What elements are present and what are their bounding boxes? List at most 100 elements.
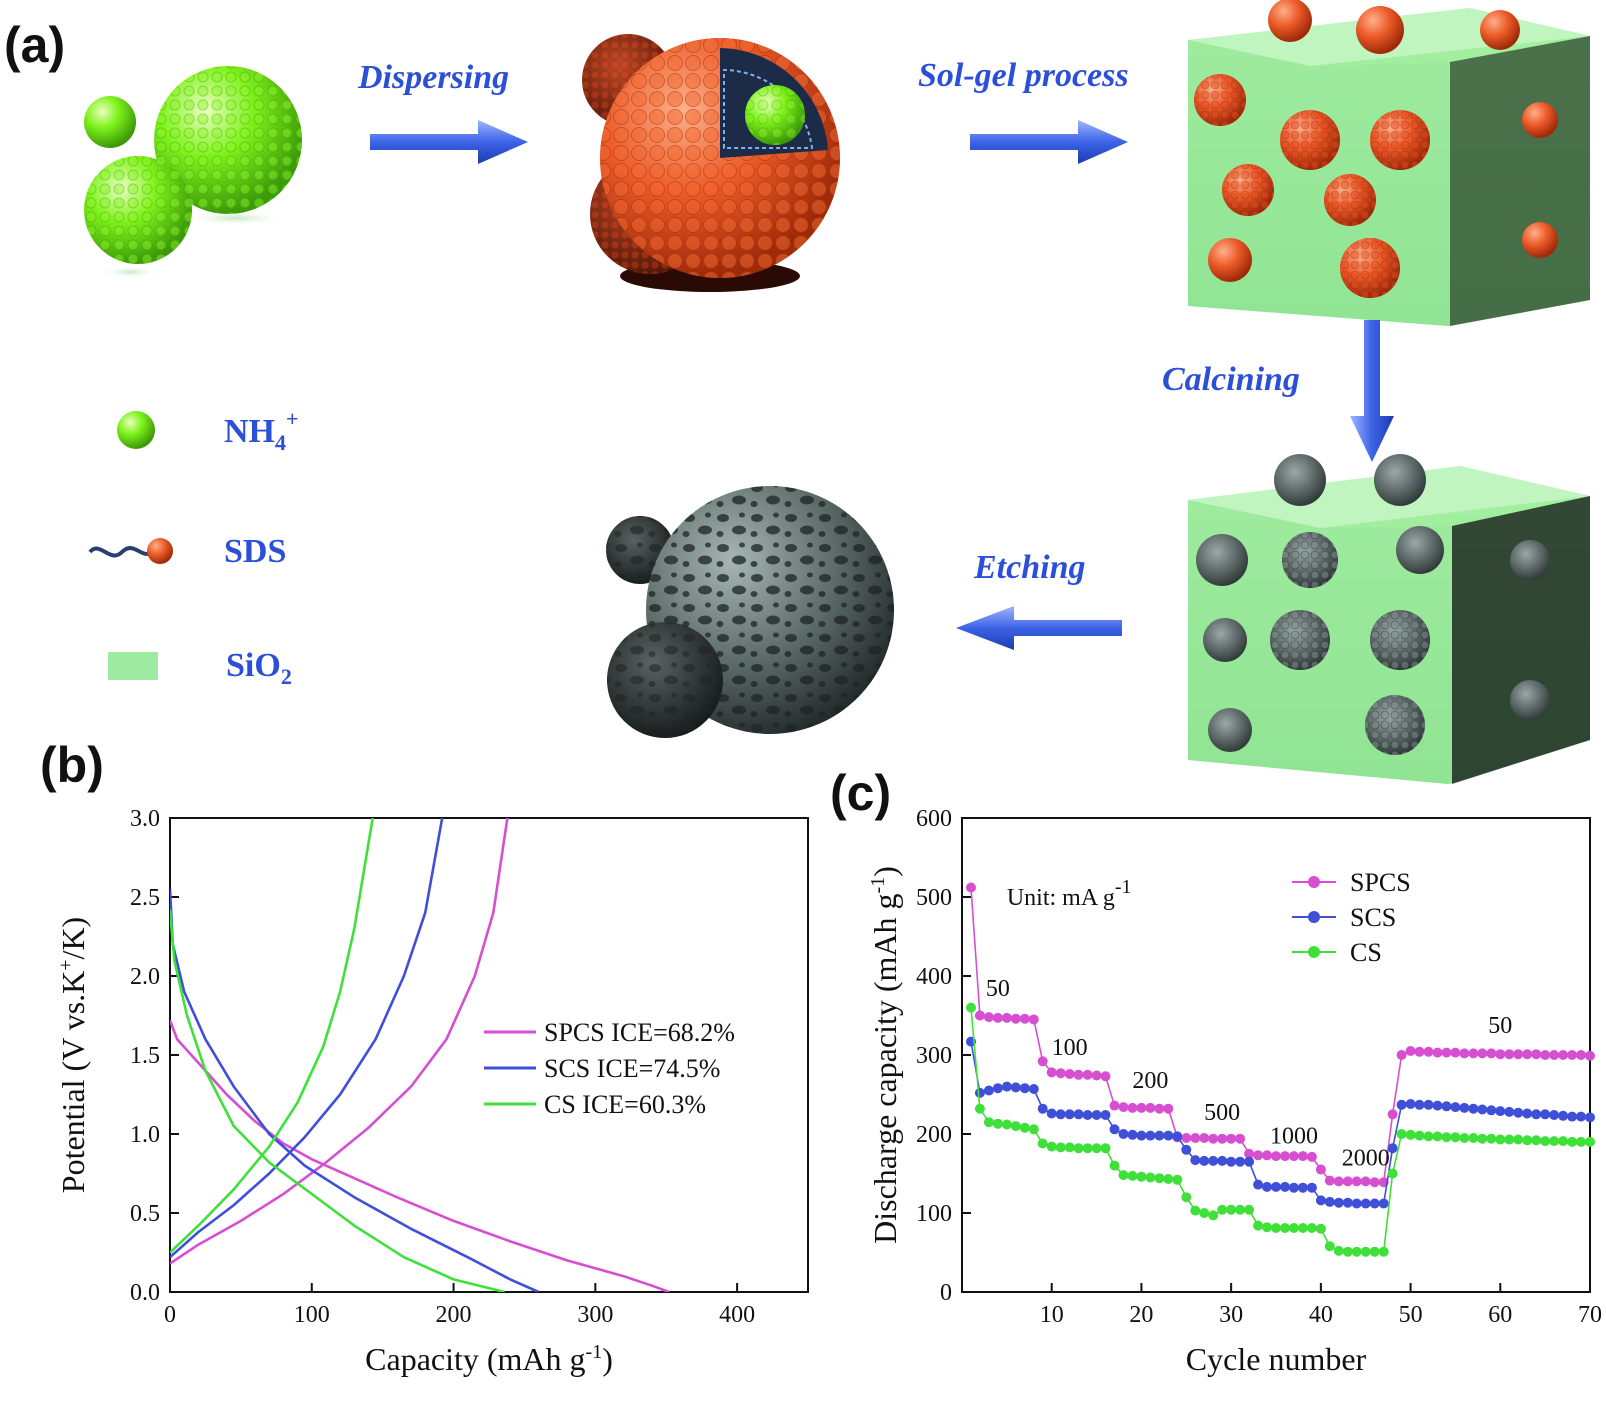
series-cs-point <box>1360 1246 1371 1257</box>
series-cs-point <box>1441 1132 1452 1143</box>
y-tick-label: 200 <box>916 1122 952 1148</box>
y-tick-label: 0 <box>940 1280 952 1306</box>
series-cs-point <box>1540 1136 1551 1147</box>
legend-marker <box>1308 911 1320 923</box>
series-scs-point <box>1468 1103 1479 1114</box>
series-spcs-point <box>1262 1150 1272 1161</box>
series-scs-point <box>1405 1099 1416 1109</box>
series-cs-point <box>1333 1245 1344 1256</box>
series-scs-point <box>1109 1124 1120 1135</box>
series-scs-point <box>974 1087 985 1098</box>
series-spcs-point <box>1540 1050 1551 1060</box>
series-cs-point <box>1127 1170 1138 1181</box>
series-cs-point <box>966 1002 976 1013</box>
series-scs-point <box>1100 1110 1111 1120</box>
series-scs-point <box>1118 1129 1129 1139</box>
series-spcs-point <box>1513 1049 1524 1060</box>
series-spcs-point <box>1055 1068 1066 1079</box>
y-tick-label: 3.0 <box>130 806 160 832</box>
series-cs-point <box>1423 1131 1434 1142</box>
series-scs-point <box>1046 1108 1057 1119</box>
series-cs-point <box>1172 1174 1183 1185</box>
y-axis-label: Potential (V vs.K+/K) <box>55 917 91 1193</box>
sol-gel-arrow <box>970 120 1128 164</box>
series-spcs-point <box>1495 1049 1506 1060</box>
series-scs-point <box>1432 1100 1443 1111</box>
porous-carbon-illustration <box>606 486 894 738</box>
x-tick-label: 40 <box>1309 1302 1333 1328</box>
series-scs-point <box>1576 1111 1586 1122</box>
series-spcs-point <box>1549 1050 1560 1060</box>
series-scs-point <box>1324 1196 1335 1207</box>
y-tick-label: 1.5 <box>130 1043 160 1069</box>
series-cs-point <box>1351 1246 1362 1257</box>
legend-nh4: NH4+ <box>224 406 299 455</box>
series-scs-point <box>1549 1110 1560 1120</box>
rate-label: 50 <box>986 976 1010 1002</box>
series-spcs-point <box>992 1012 1003 1023</box>
legend-entry: SCS <box>1350 903 1396 932</box>
series-scs-point <box>992 1083 1003 1094</box>
nh4-spheres-illustration <box>84 66 302 278</box>
series-scs-point <box>1019 1083 1030 1094</box>
series-scs-point <box>1360 1198 1371 1209</box>
series-spcs-point <box>1163 1103 1174 1114</box>
legend-entry: CS ICE=60.3% <box>544 1090 706 1119</box>
series-cs-point <box>992 1118 1003 1129</box>
series-scs-point <box>1037 1103 1048 1114</box>
series-scs-point <box>1351 1198 1362 1209</box>
y-tick-label: 400 <box>916 964 952 990</box>
series-spcs-point <box>1226 1133 1237 1144</box>
rate-label: 100 <box>1052 1035 1088 1061</box>
series-cs-point <box>1549 1136 1560 1147</box>
series-spcs-point <box>1360 1176 1371 1187</box>
series-scs-point <box>1262 1181 1272 1192</box>
legend-entry: SPCS <box>1350 868 1411 897</box>
x-tick-label: 300 <box>577 1302 613 1328</box>
scheme-legend: NH4+ SDS SiO2 <box>88 406 299 689</box>
legend-sio2: SiO2 <box>226 647 292 689</box>
series-cs-point <box>1145 1172 1156 1183</box>
series-scs-point <box>1235 1156 1246 1167</box>
series-spcs-point <box>1306 1151 1317 1162</box>
series-spcs-point <box>1064 1069 1075 1079</box>
series-cs-point <box>1091 1143 1102 1154</box>
series-spcs-point <box>1315 1164 1326 1175</box>
series-cs-point <box>1450 1132 1461 1143</box>
x-tick-label: 60 <box>1488 1302 1512 1328</box>
micelle-illustration <box>582 34 840 292</box>
x-tick-label: 200 <box>436 1302 472 1328</box>
y-tick-label: 2.0 <box>130 964 160 990</box>
series-scs-point <box>1154 1130 1165 1141</box>
chart-c: 10 20 30 40 50 60 70 0 100 200 300 400 500 600 Cycle n… <box>867 806 1602 1377</box>
series-scs-point <box>1136 1130 1147 1141</box>
series-scs-point <box>1396 1099 1407 1110</box>
series-cs-point <box>1567 1136 1578 1147</box>
series-cs-point <box>1558 1136 1569 1147</box>
series-scs-point <box>1001 1081 1012 1092</box>
x-tick-label: 50 <box>1399 1302 1423 1328</box>
series-scs-discharge-line <box>170 889 540 1292</box>
rate-label: 2000 <box>1342 1146 1390 1172</box>
series-cs-point <box>1459 1133 1470 1143</box>
series-spcs-point <box>1342 1176 1353 1187</box>
silica-block-icon <box>108 652 158 680</box>
series-scs-point <box>1190 1155 1201 1166</box>
series-cs-point <box>1010 1121 1021 1132</box>
step-sol-gel: Sol-gel process <box>918 57 1129 94</box>
series-cs-point <box>1378 1246 1389 1257</box>
series-scs-point <box>1486 1105 1497 1116</box>
step-etching: Etching <box>973 549 1085 586</box>
series-scs-point <box>1163 1130 1174 1141</box>
series-scs-point <box>1378 1198 1389 1209</box>
series-spcs-point <box>1091 1070 1102 1081</box>
series-scs-point <box>1333 1197 1344 1208</box>
series-cs-point <box>1019 1122 1030 1133</box>
series-spcs-point <box>1351 1176 1362 1187</box>
series-cs-point <box>974 1103 985 1114</box>
series-scs-point <box>1423 1099 1434 1110</box>
series-scs-point <box>1028 1084 1039 1094</box>
series-spcs-point <box>1010 1013 1021 1024</box>
y-tick-label: 1.0 <box>130 1122 160 1148</box>
